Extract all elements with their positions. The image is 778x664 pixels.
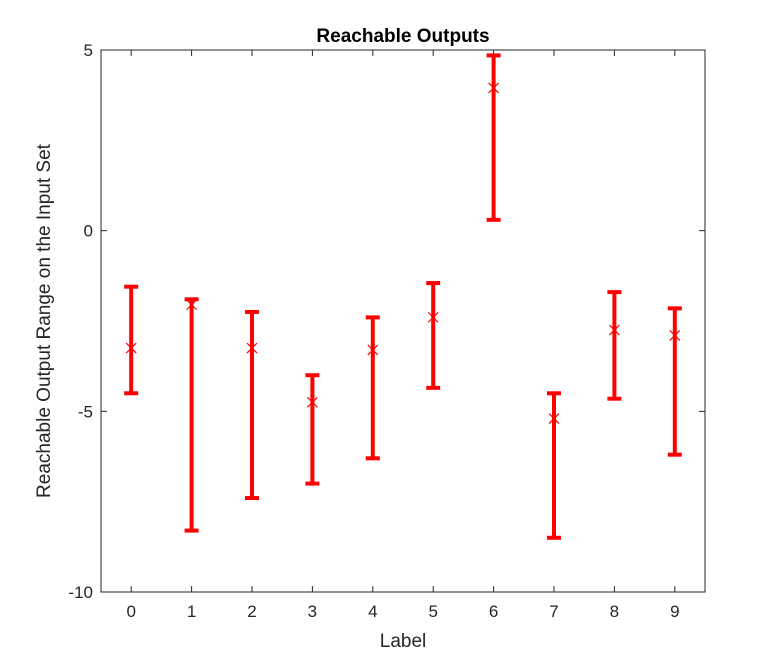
x-marker — [488, 82, 500, 94]
y-tick-label: 0 — [84, 222, 93, 241]
x-tick-label: 9 — [670, 602, 679, 621]
y-tick-label: -5 — [78, 402, 93, 421]
x-marker — [427, 311, 439, 323]
x-tick-label: 2 — [247, 602, 256, 621]
x-axis-label: Label — [380, 631, 427, 652]
plot-area — [100, 49, 706, 593]
chart-title: Reachable Outputs — [316, 26, 489, 47]
x-marker — [608, 324, 620, 336]
x-marker — [548, 413, 560, 424]
x-marker — [367, 344, 379, 356]
x-tick-label: 1 — [187, 602, 196, 621]
ticks-layer: 0 1 2 3 4 5 6 7 8 9 5 0 -5 -10 — [68, 41, 705, 621]
x-tick-label: 8 — [610, 602, 619, 621]
x-tick-label: 4 — [368, 602, 377, 621]
y-tick-label: 5 — [84, 41, 93, 60]
x-marker — [246, 342, 258, 354]
y-axis-label: Reachable Output Range on the Input Set — [34, 143, 55, 498]
x-marker — [186, 299, 198, 311]
x-tick-label: 7 — [549, 602, 558, 621]
y-tick-label: -10 — [68, 583, 93, 602]
x-marker — [125, 342, 137, 354]
x-tick-label: 3 — [308, 602, 317, 621]
x-tick-label: 5 — [428, 602, 437, 621]
x-tick-label: 0 — [126, 602, 135, 621]
error-bars-layer — [124, 53, 682, 540]
x-tick-label: 6 — [489, 602, 498, 621]
x-marker — [669, 330, 681, 341]
x-marker — [306, 396, 318, 408]
